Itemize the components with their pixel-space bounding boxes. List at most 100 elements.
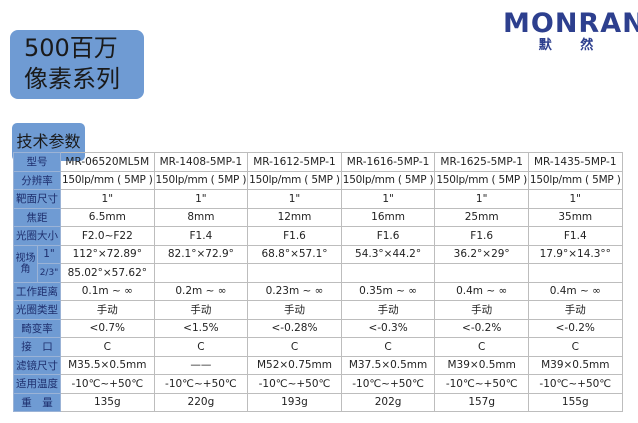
cell-spec: C bbox=[60, 337, 155, 357]
table-row-spec: 焦距 6.5mm 8mm 12mm 16mm 25mm 35mm bbox=[13, 207, 623, 227]
cell-spec: 1" bbox=[60, 189, 155, 209]
cell-spec: -10℃~+50℃ bbox=[340, 374, 436, 394]
cell-spec: 1" bbox=[153, 189, 249, 209]
cell-spec: -10℃~+50℃ bbox=[247, 374, 342, 394]
cell-spec: F1.4 bbox=[527, 226, 623, 246]
cell-spec: M39×0.5mm bbox=[434, 355, 529, 375]
cell-spec: 1" bbox=[247, 189, 342, 209]
cell-spec: 25mm bbox=[434, 207, 529, 227]
cell-spec: <0.7% bbox=[60, 318, 155, 338]
cell-spec: 12mm bbox=[247, 207, 342, 227]
cell-spec: -10℃~+50℃ bbox=[153, 374, 249, 394]
series-title-line2: 像素系列 bbox=[24, 65, 120, 93]
row-label: 重 量 bbox=[13, 392, 61, 412]
cell-spec: 手动 bbox=[153, 300, 249, 320]
cell-spec: 220g bbox=[153, 392, 249, 412]
cell-spec: -10℃~+50℃ bbox=[527, 374, 623, 394]
cell-spec: 1" bbox=[434, 189, 529, 209]
series-title: 500百万 像素系列 bbox=[10, 30, 144, 99]
row-label: 畸变率 bbox=[13, 318, 61, 338]
cell-spec: 150lp/mm ( 5MP ) bbox=[247, 170, 342, 190]
monran-logo: MONRAN 默 然 bbox=[503, 8, 638, 54]
cell-fov-23 bbox=[340, 263, 436, 283]
cell-fov-1: 68.8°×57.1° bbox=[247, 244, 342, 264]
cell-spec: F1.6 bbox=[434, 226, 529, 246]
row-label: 光圈类型 bbox=[13, 300, 61, 320]
cell-spec: -10℃~+50℃ bbox=[60, 374, 155, 394]
cell-spec: 150lp/mm ( 5MP ) bbox=[434, 170, 529, 190]
cell-model: MR-1616-5MP-1 bbox=[340, 152, 436, 172]
cell-fov-23 bbox=[434, 263, 529, 283]
cell-fov-1: 82.1°×72.9° bbox=[153, 244, 249, 264]
cell-model: MR-1408-5MP-1 bbox=[153, 152, 249, 172]
cell-spec: 193g bbox=[247, 392, 342, 412]
row-label: 型号 bbox=[13, 152, 61, 172]
cell-spec: C bbox=[527, 337, 623, 357]
row-label: 靶面尺寸 bbox=[13, 189, 61, 209]
cell-fov-23 bbox=[153, 263, 249, 283]
cell-spec: 0.2m ~ ∞ bbox=[153, 281, 249, 301]
table-row-spec: 滤镜尺寸 M35.5×0.5mm —— M52×0.75mm M37.5×0.5mm M3… bbox=[13, 355, 623, 375]
cell-spec: 135g bbox=[60, 392, 155, 412]
table-row-spec: 分辨率 150lp/mm ( 5MP ) 150lp/mm ( 5MP ) 150lp… bbox=[13, 170, 623, 190]
cell-spec: <-0.2% bbox=[527, 318, 623, 338]
table-row-spec: 适用温度 -10℃~+50℃ -10℃~+50℃ -10℃~+50℃ -10℃~+50℃… bbox=[13, 374, 623, 394]
cell-spec: M37.5×0.5mm bbox=[340, 355, 436, 375]
fov-sub-label: 2/3" bbox=[37, 263, 61, 283]
cell-spec: <-0.28% bbox=[247, 318, 342, 338]
cell-spec: 手动 bbox=[247, 300, 342, 320]
cell-fov-1: 112°×72.89° bbox=[60, 244, 155, 264]
cell-spec: 0.4m ~ ∞ bbox=[434, 281, 529, 301]
row-label: 分辨率 bbox=[13, 170, 61, 190]
cell-spec: 35mm bbox=[527, 207, 623, 227]
cell-spec: M39×0.5mm bbox=[527, 355, 623, 375]
row-label: 焦距 bbox=[13, 207, 61, 227]
cell-spec: F1.6 bbox=[340, 226, 436, 246]
cell-spec: 0.35m ~ ∞ bbox=[340, 281, 436, 301]
row-label: 滤镜尺寸 bbox=[13, 355, 61, 375]
cell-spec: M35.5×0.5mm bbox=[60, 355, 155, 375]
table-row-fov-23: 2/3" 85.02°×57.62° bbox=[14, 263, 623, 283]
cell-model: MR-1625-5MP-1 bbox=[434, 152, 529, 172]
cell-spec: 157g bbox=[434, 392, 529, 412]
cell-fov-23 bbox=[247, 263, 342, 283]
cell-fov-1: 54.3°×44.2° bbox=[340, 244, 436, 264]
table-row-spec: 光圈大小 F2.0~F22 F1.4 F1.6 F1.6 F1.6 F1.4 bbox=[13, 226, 623, 246]
row-label: 适用温度 bbox=[13, 374, 61, 394]
cell-spec: 150lp/mm ( 5MP ) bbox=[60, 170, 155, 190]
table-row-spec: 重 量 135g 220g 193g 202g 157g 155g bbox=[13, 392, 623, 412]
cell-fov-1: 17.9°×14.3°° bbox=[527, 244, 623, 264]
cell-spec: C bbox=[247, 337, 342, 357]
cell-spec: 手动 bbox=[60, 300, 155, 320]
spec-table: 型号 MR-06520ML5M MR-1408-5MP-1 MR-1612-5MP-1… bbox=[13, 152, 623, 412]
cell-spec: 手动 bbox=[340, 300, 436, 320]
cell-spec: 手动 bbox=[527, 300, 623, 320]
cell-spec: C bbox=[153, 337, 249, 357]
series-title-line1: 500百万 bbox=[24, 34, 118, 62]
row-label: 光圈大小 bbox=[13, 226, 61, 246]
cell-fov-23 bbox=[527, 263, 623, 283]
cell-fov-1: 36.2°×29° bbox=[434, 244, 529, 264]
table-row-spec: 靶面尺寸 1" 1" 1" 1" 1" 1" bbox=[13, 189, 623, 209]
row-label: 工作距离 bbox=[13, 281, 61, 301]
cell-spec: 1" bbox=[527, 189, 623, 209]
cell-spec: —— bbox=[153, 355, 249, 375]
table-row-fov-1: 视场角 1" 112°×72.89° 82.1°×72.9° 68.8°×57.1° 54… bbox=[13, 244, 623, 283]
cell-spec: F1.4 bbox=[153, 226, 249, 246]
cell-spec: 0.1m ~ ∞ bbox=[60, 281, 155, 301]
logo-text-cn: 默 然 bbox=[538, 38, 606, 53]
table-row-model: 型号 MR-06520ML5M MR-1408-5MP-1 MR-1612-5MP-1… bbox=[13, 152, 623, 172]
cell-spec: F2.0~F22 bbox=[60, 226, 155, 246]
cell-spec: 202g bbox=[340, 392, 436, 412]
logo-text-en: MONRAN bbox=[503, 8, 638, 39]
cell-spec: C bbox=[434, 337, 529, 357]
cell-spec: M52×0.75mm bbox=[247, 355, 342, 375]
cell-spec: 150lp/mm ( 5MP ) bbox=[153, 170, 249, 190]
cell-model: MR-1435-5MP-1 bbox=[527, 152, 623, 172]
cell-spec: 0.23m ~ ∞ bbox=[247, 281, 342, 301]
cell-spec: 1" bbox=[340, 189, 436, 209]
cell-spec: C bbox=[340, 337, 436, 357]
cell-spec: 16mm bbox=[340, 207, 436, 227]
row-label: 接 口 bbox=[13, 337, 61, 357]
